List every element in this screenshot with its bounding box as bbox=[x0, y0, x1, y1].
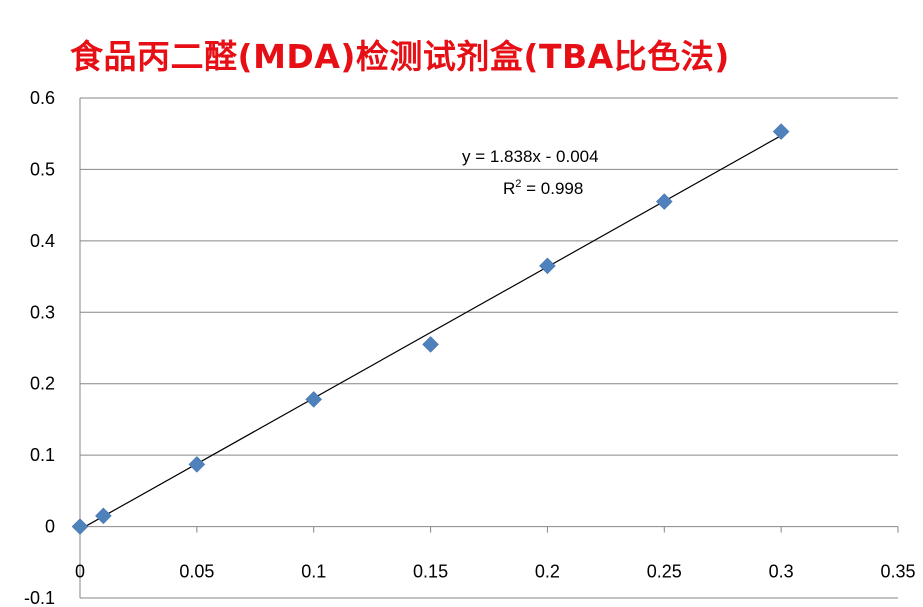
r-squared-label: R2 = 0.998 bbox=[503, 178, 583, 198]
x-tick-label: 0.25 bbox=[647, 562, 682, 582]
x-tick-label: 0 bbox=[75, 562, 85, 582]
r-squared-value: = 0.998 bbox=[521, 179, 583, 198]
data-point bbox=[423, 336, 439, 352]
data-point bbox=[306, 391, 322, 407]
x-tick-label: 0.05 bbox=[179, 562, 214, 582]
r-squared-symbol: R bbox=[503, 179, 515, 198]
y-tick-label: 0.1 bbox=[30, 445, 55, 465]
trendline-equation: y = 1.838x - 0.004 bbox=[462, 147, 599, 166]
y-tick-label: 0.3 bbox=[30, 302, 55, 322]
axes bbox=[80, 98, 898, 598]
x-tick-label: 0.15 bbox=[413, 562, 448, 582]
data-point bbox=[773, 124, 789, 140]
data-point bbox=[189, 456, 205, 472]
x-tick-label: 0.3 bbox=[769, 562, 794, 582]
data-point bbox=[72, 519, 88, 535]
y-tick-label: 0 bbox=[45, 517, 55, 537]
grid-lines bbox=[80, 98, 898, 598]
data-point bbox=[95, 508, 111, 524]
trendline bbox=[80, 136, 781, 530]
x-tick-labels: 0 0.05 0.1 0.15 0.2 0.25 0.3 0.35 bbox=[75, 562, 916, 582]
x-tick-label: 0.35 bbox=[880, 562, 915, 582]
y-tick-label: 0.5 bbox=[30, 159, 55, 179]
y-tick-labels: -0.1 0 0.1 0.2 0.3 0.4 0.5 0.6 bbox=[24, 88, 55, 607]
data-point bbox=[539, 258, 555, 274]
x-tick-label: 0.1 bbox=[301, 562, 326, 582]
y-tick-label: -0.1 bbox=[24, 588, 55, 607]
y-tick-label: 0.4 bbox=[30, 231, 55, 251]
y-tick-label: 0.6 bbox=[30, 88, 55, 108]
data-point bbox=[656, 194, 672, 210]
x-tick-label: 0.2 bbox=[535, 562, 560, 582]
y-tick-label: 0.2 bbox=[30, 374, 55, 394]
